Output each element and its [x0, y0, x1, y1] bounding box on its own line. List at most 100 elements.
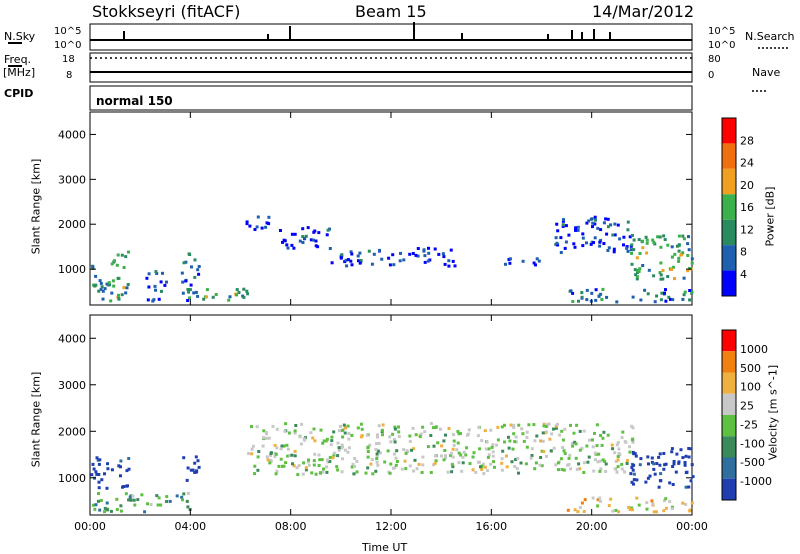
velocity-cell	[269, 452, 273, 455]
power-cell	[317, 231, 321, 235]
velocity-cell	[393, 425, 397, 429]
velocity-cell	[466, 433, 469, 437]
velocity-cell	[613, 467, 617, 471]
velocity-panel-frame	[89, 314, 693, 516]
power-cell	[344, 258, 348, 262]
velocity-cell	[250, 447, 254, 451]
velocity-cell	[573, 440, 577, 444]
power-cell	[504, 262, 507, 266]
power-cell	[555, 222, 559, 226]
velocity-cell	[500, 457, 504, 461]
x-tick-label: 00:00	[74, 520, 106, 533]
power-cell	[571, 300, 575, 303]
velocity-cell	[689, 447, 692, 451]
power-cell	[580, 291, 584, 295]
velocity-cell	[630, 480, 634, 484]
power-cell	[681, 251, 685, 255]
velocity-cell	[657, 455, 661, 459]
velocity-cell	[312, 427, 316, 431]
x-tick-label: 20:00	[576, 520, 608, 533]
power-colorbar-segment	[722, 194, 736, 220]
velocity-cell	[119, 459, 123, 463]
power-cell	[569, 289, 573, 293]
velocity-cell	[451, 447, 455, 451]
velocity-cell	[267, 436, 271, 440]
power-cell	[681, 297, 685, 301]
velocity-cell	[338, 429, 341, 433]
velocity-cell	[616, 441, 620, 445]
velocity-cell	[378, 451, 382, 455]
velocity-cell	[451, 465, 455, 469]
power-cell	[451, 259, 455, 263]
power-cell	[447, 259, 451, 263]
velocity-cell	[421, 455, 425, 459]
velocity-cell	[690, 463, 694, 467]
velocity-cell	[181, 498, 184, 502]
velocity-cell	[286, 447, 290, 451]
velocity-cell	[269, 459, 273, 463]
velocity-cell	[103, 472, 106, 476]
velocity-cell	[146, 502, 149, 506]
velocity-cell	[414, 433, 418, 437]
velocity-cell	[582, 510, 586, 513]
velocity-cell	[556, 461, 560, 465]
power-cell	[580, 295, 584, 299]
velocity-colorbar-tick-label: -25	[740, 418, 758, 431]
velocity-cell	[491, 450, 495, 454]
velocity-cell	[634, 454, 638, 458]
velocity-colorbar-segment	[722, 330, 736, 352]
velocity-cell	[115, 497, 119, 501]
velocity-cell	[492, 460, 496, 464]
power-cell	[641, 246, 645, 250]
velocity-cell	[548, 437, 552, 441]
velocity-cell	[321, 470, 325, 474]
power-cell	[600, 298, 604, 301]
velocity-cell	[644, 480, 648, 484]
power-cell	[690, 261, 694, 265]
power-cell	[572, 242, 576, 246]
power-cell	[677, 249, 681, 253]
velocity-cell	[375, 433, 379, 437]
power-cell	[567, 233, 571, 237]
power-cell	[690, 257, 694, 261]
velocity-cell	[330, 439, 334, 443]
power-cell	[576, 228, 580, 232]
power-cell	[349, 259, 353, 263]
velocity-cell	[288, 454, 292, 457]
power-cell	[594, 218, 597, 222]
velocity-cell	[554, 424, 558, 428]
power-cell	[416, 247, 420, 250]
velocity-cell	[129, 495, 133, 499]
velocity-cell	[366, 445, 370, 449]
velocity-colorbar-segment	[722, 393, 736, 415]
velocity-cell	[505, 454, 508, 458]
power-cell	[372, 252, 376, 256]
velocity-cell	[434, 459, 438, 463]
power-cell	[125, 286, 129, 290]
velocity-cell	[442, 458, 446, 462]
velocity-cell	[457, 432, 461, 436]
power-cell	[591, 225, 594, 229]
velocity-cell	[606, 433, 610, 437]
velocity-cell	[98, 508, 102, 512]
power-cell	[677, 243, 681, 247]
velocity-cell	[96, 499, 100, 503]
power-cell	[437, 252, 441, 256]
power-cell	[573, 245, 577, 249]
velocity-cell	[483, 465, 487, 469]
power-cell	[601, 287, 605, 291]
velocity-ytick-label: 1000	[58, 472, 86, 485]
power-cell	[581, 236, 585, 240]
power-cell	[594, 288, 598, 292]
velocity-cell	[279, 457, 283, 461]
x-tick-label: 04:00	[174, 520, 206, 533]
velocity-cell	[293, 454, 297, 458]
power-cell	[154, 270, 158, 274]
power-cell	[301, 227, 305, 231]
velocity-cell	[284, 461, 288, 465]
power-cell	[561, 224, 565, 228]
velocity-cell	[664, 506, 668, 510]
power-cell	[652, 240, 656, 244]
power-ytick-label: 4000	[58, 128, 86, 141]
power-cell	[356, 254, 360, 258]
